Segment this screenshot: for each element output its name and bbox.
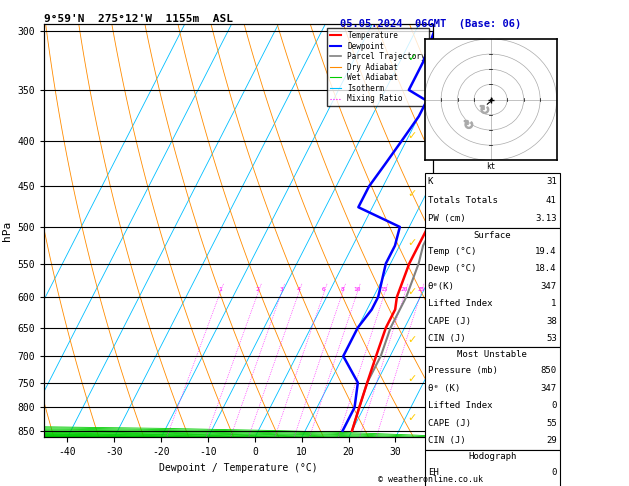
Text: 3: 3: [279, 287, 283, 292]
Text: © weatheronline.co.uk: © weatheronline.co.uk: [379, 474, 483, 484]
Y-axis label: hPa: hPa: [2, 221, 12, 241]
Text: ✓: ✓: [408, 413, 416, 423]
Y-axis label: km
ASL: km ASL: [466, 222, 487, 240]
Text: PW (cm): PW (cm): [428, 214, 465, 223]
Text: Temp (°C): Temp (°C): [428, 247, 476, 256]
Text: 6: 6: [321, 287, 325, 292]
X-axis label: Dewpoint / Temperature (°C): Dewpoint / Temperature (°C): [159, 463, 318, 473]
Text: Lifted Index: Lifted Index: [428, 401, 493, 410]
Text: ✓: ✓: [408, 287, 416, 296]
Text: 10: 10: [353, 287, 360, 292]
Text: ✓: ✓: [408, 190, 416, 199]
Text: 41: 41: [546, 196, 557, 205]
Text: 4: 4: [296, 287, 300, 292]
Text: Totals Totals: Totals Totals: [428, 196, 498, 205]
Text: ✓: ✓: [408, 53, 416, 63]
Text: 18.4: 18.4: [535, 264, 557, 273]
Text: Pressure (mb): Pressure (mb): [428, 366, 498, 375]
Text: CIN (J): CIN (J): [428, 334, 465, 343]
Text: ✓: ✓: [408, 238, 416, 248]
Text: 0: 0: [551, 469, 557, 477]
Text: CIN (J): CIN (J): [428, 436, 465, 445]
Text: 347: 347: [540, 282, 557, 291]
Text: ✓: ✓: [408, 374, 416, 384]
Text: K: K: [428, 177, 433, 186]
Text: 55: 55: [546, 419, 557, 428]
Text: 29: 29: [546, 436, 557, 445]
Text: ✓: ✓: [408, 335, 416, 345]
Text: 347: 347: [540, 384, 557, 393]
Text: 850: 850: [540, 366, 557, 375]
Text: 31: 31: [546, 177, 557, 186]
Text: 15: 15: [381, 287, 388, 292]
Text: ✓: ✓: [408, 131, 416, 141]
Text: 1: 1: [218, 287, 221, 292]
Text: 38: 38: [546, 317, 557, 326]
Text: 9°59'N  275°12'W  1155m  ASL: 9°59'N 275°12'W 1155m ASL: [44, 14, 233, 23]
Text: 25: 25: [417, 287, 425, 292]
Text: Mixing Ratio (g/kg): Mixing Ratio (g/kg): [460, 221, 469, 323]
Text: Surface: Surface: [474, 231, 511, 240]
Legend: Temperature, Dewpoint, Parcel Trajectory, Dry Adiabat, Wet Adiabat, Isotherm, Mi: Temperature, Dewpoint, Parcel Trajectory…: [327, 28, 429, 106]
Text: EH: EH: [428, 469, 438, 477]
Text: CAPE (J): CAPE (J): [428, 317, 470, 326]
Text: θᵉ(K): θᵉ(K): [428, 282, 455, 291]
Text: 20: 20: [401, 287, 408, 292]
X-axis label: kt: kt: [486, 162, 495, 171]
Text: Lifted Index: Lifted Index: [428, 299, 493, 308]
Text: 1: 1: [551, 299, 557, 308]
Text: Most Unstable: Most Unstable: [457, 350, 527, 359]
Text: 2: 2: [256, 287, 260, 292]
Text: θᵉ (K): θᵉ (K): [428, 384, 460, 393]
Text: Dewp (°C): Dewp (°C): [428, 264, 476, 273]
Text: CAPE (J): CAPE (J): [428, 419, 470, 428]
Text: 19.4: 19.4: [535, 247, 557, 256]
Text: Hodograph: Hodograph: [468, 452, 516, 461]
Text: 05.05.2024  06GMT  (Base: 06): 05.05.2024 06GMT (Base: 06): [340, 19, 521, 30]
Text: 3.13: 3.13: [535, 214, 557, 223]
Text: 0: 0: [551, 401, 557, 410]
Text: 8: 8: [340, 287, 344, 292]
Text: 53: 53: [546, 334, 557, 343]
